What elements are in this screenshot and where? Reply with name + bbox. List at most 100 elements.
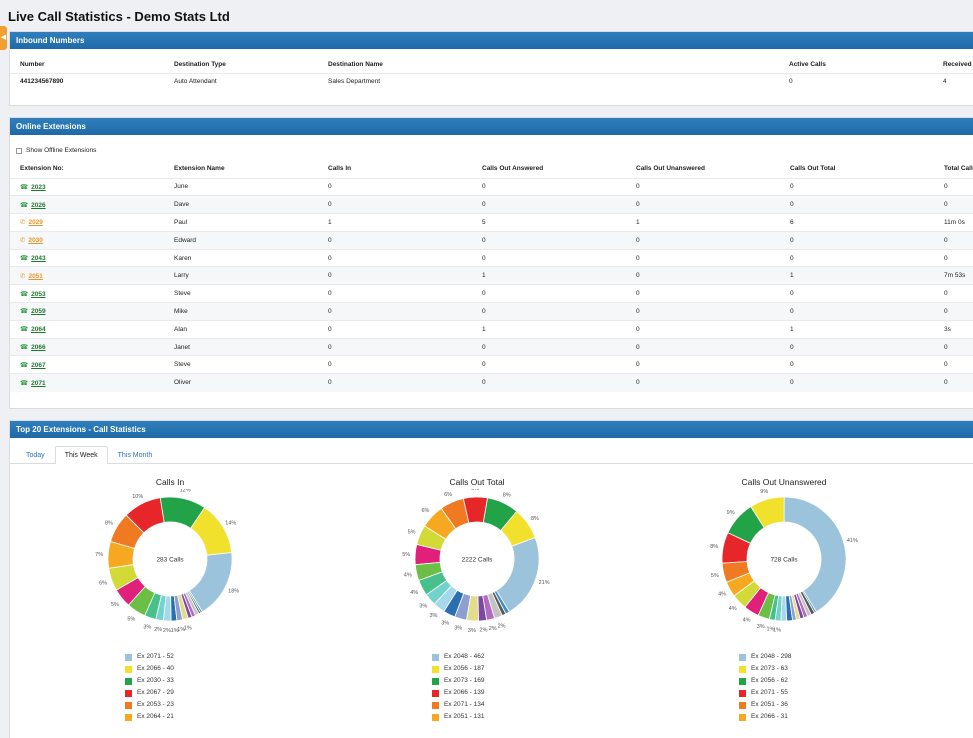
pie-slice[interactable] <box>190 506 233 556</box>
tab-today[interactable]: Today <box>26 452 45 459</box>
show-offline-checkbox[interactable] <box>16 148 22 154</box>
calls-out-total: 0 <box>780 177 934 196</box>
pie-slice[interactable] <box>493 589 510 615</box>
total-call: 0 <box>934 302 973 321</box>
phone-online-icon: ☎ <box>20 379 29 387</box>
legend-swatch <box>432 677 439 685</box>
pie-slice[interactable] <box>108 564 139 591</box>
calls-in: 0 <box>318 195 472 214</box>
extension-link[interactable]: 2029 <box>28 219 43 227</box>
calls-out-unanswered: 0 <box>626 337 780 356</box>
pie-slice[interactable] <box>727 506 765 544</box>
pie-slice[interactable] <box>757 592 776 620</box>
calls-out-total: 0 <box>780 248 934 267</box>
slice-label: 4% <box>743 617 751 623</box>
legend-swatch <box>125 653 132 661</box>
pie-slice[interactable] <box>187 589 203 614</box>
pie-slice[interactable] <box>107 541 136 569</box>
slice-label: 2% <box>163 628 171 634</box>
slice-label: 6% <box>99 581 107 587</box>
pie-slice[interactable] <box>454 593 472 621</box>
slice-label: 4% <box>410 590 418 596</box>
calls-out-unanswered: 0 <box>626 195 780 214</box>
calls-in: 0 <box>318 266 472 285</box>
calls-out-answered: 0 <box>472 177 626 196</box>
extension-cell: ☎ 2026 <box>10 195 164 214</box>
slice-label: 3% <box>419 603 427 609</box>
table-row: ✆ 2051 Larry 0 1 0 1 7m 53s <box>10 266 973 285</box>
slice-label: 3% <box>757 624 765 630</box>
legend-calls-out-unanswered: Ex 2048 - 298 Ex 2073 - 63 Ex 2056 - 62 Ex … <box>739 651 879 723</box>
slice-label: 3% <box>143 624 151 630</box>
pie-slice[interactable] <box>744 587 770 616</box>
pie-slice[interactable] <box>443 589 465 618</box>
pie-slice[interactable] <box>440 498 470 530</box>
pie-slice[interactable] <box>482 497 518 532</box>
inbound-number: 441234567890 <box>10 72 164 90</box>
total-call: 0 <box>934 195 973 214</box>
pie-slice[interactable] <box>418 571 448 596</box>
pie-slice[interactable] <box>424 507 457 540</box>
table-row: ✆ 2029 Paul 1 5 1 6 11m 0s <box>10 213 973 232</box>
pie-slice[interactable] <box>725 572 755 597</box>
table-row: ☎ 2071 Oliver 0 0 0 0 0 <box>10 373 973 392</box>
pie-slice[interactable] <box>482 593 496 621</box>
legend-swatch <box>125 677 132 685</box>
pie-slice[interactable] <box>487 592 503 619</box>
phone-online-icon: ☎ <box>20 255 29 263</box>
extension-link[interactable]: 2066 <box>31 344 46 352</box>
pie-slice[interactable] <box>425 579 453 605</box>
pie-slice[interactable] <box>466 595 480 622</box>
pie-slice[interactable] <box>783 496 847 613</box>
extension-link[interactable]: 2059 <box>31 308 46 316</box>
show-offline-toggle[interactable]: Show Offline Extensions <box>10 142 973 160</box>
extension-link[interactable]: 2023 <box>31 183 46 191</box>
pie-slice[interactable] <box>733 580 762 608</box>
pie-slice[interactable] <box>721 532 752 564</box>
tab-this-week[interactable]: This Week <box>54 446 108 464</box>
extension-link[interactable]: 2026 <box>31 201 46 209</box>
calls-out-total: 0 <box>780 337 934 356</box>
phone-online-icon: ☎ <box>20 201 29 209</box>
extension-link[interactable]: 2051 <box>28 272 43 280</box>
slice-label: 3% <box>441 620 449 626</box>
calls-in: 0 <box>318 355 472 374</box>
pie-slice[interactable] <box>721 561 751 583</box>
pie-slice[interactable] <box>416 525 447 551</box>
pie-slice[interactable] <box>462 496 488 524</box>
legend-item: Ex 2071 - 134 <box>432 699 572 711</box>
pie-slice[interactable] <box>801 589 817 614</box>
pie-slice[interactable] <box>110 514 145 550</box>
extension-name: Mike <box>164 302 318 321</box>
calls-out-answered: 0 <box>472 373 626 392</box>
calls-out-answered: 1 <box>472 266 626 285</box>
pie-slice[interactable] <box>159 496 206 529</box>
pie-slice[interactable] <box>128 585 156 617</box>
pie-slice[interactable] <box>477 595 488 622</box>
legend-calls-out-total: Ex 2048 - 462 Ex 2056 - 187 Ex 2073 - 169 E… <box>432 651 572 723</box>
extension-link[interactable]: 2064 <box>31 326 46 334</box>
extension-link[interactable]: 2053 <box>31 290 46 298</box>
pie-slice[interactable] <box>414 561 443 581</box>
slice-label: 9% <box>727 510 735 516</box>
extension-link[interactable]: 2071 <box>31 379 46 387</box>
table-row: ☎ 2023 June 0 0 0 0 0 <box>10 177 973 196</box>
extension-link[interactable]: 2067 <box>31 361 46 369</box>
side-panel-toggle[interactable]: ◀ <box>0 26 7 50</box>
legend-swatch <box>739 689 746 697</box>
pie-slice[interactable] <box>500 510 536 547</box>
extension-name: Steve <box>164 355 318 374</box>
pie-slice[interactable] <box>750 496 785 529</box>
show-offline-label: Show Offline Extensions <box>26 147 97 154</box>
chart-calls-out-unanswered: Calls Out Unanswered 41% 9% 9% 8% 5% 4% 4% 4% 3%… <box>689 477 879 723</box>
extension-cell: ☎ 2067 <box>10 355 164 374</box>
extension-link[interactable]: 2030 <box>28 237 43 245</box>
pie-slice[interactable] <box>433 585 458 612</box>
active-calls: 0 <box>779 72 933 90</box>
extension-link[interactable]: 2043 <box>31 255 46 263</box>
phone-busy-icon: ✆ <box>20 272 26 280</box>
tab-this-month[interactable]: This Month <box>117 452 153 459</box>
pie-slice[interactable] <box>115 577 146 606</box>
extension-name: Oliver <box>164 373 318 392</box>
pie-slice[interactable] <box>414 544 442 566</box>
